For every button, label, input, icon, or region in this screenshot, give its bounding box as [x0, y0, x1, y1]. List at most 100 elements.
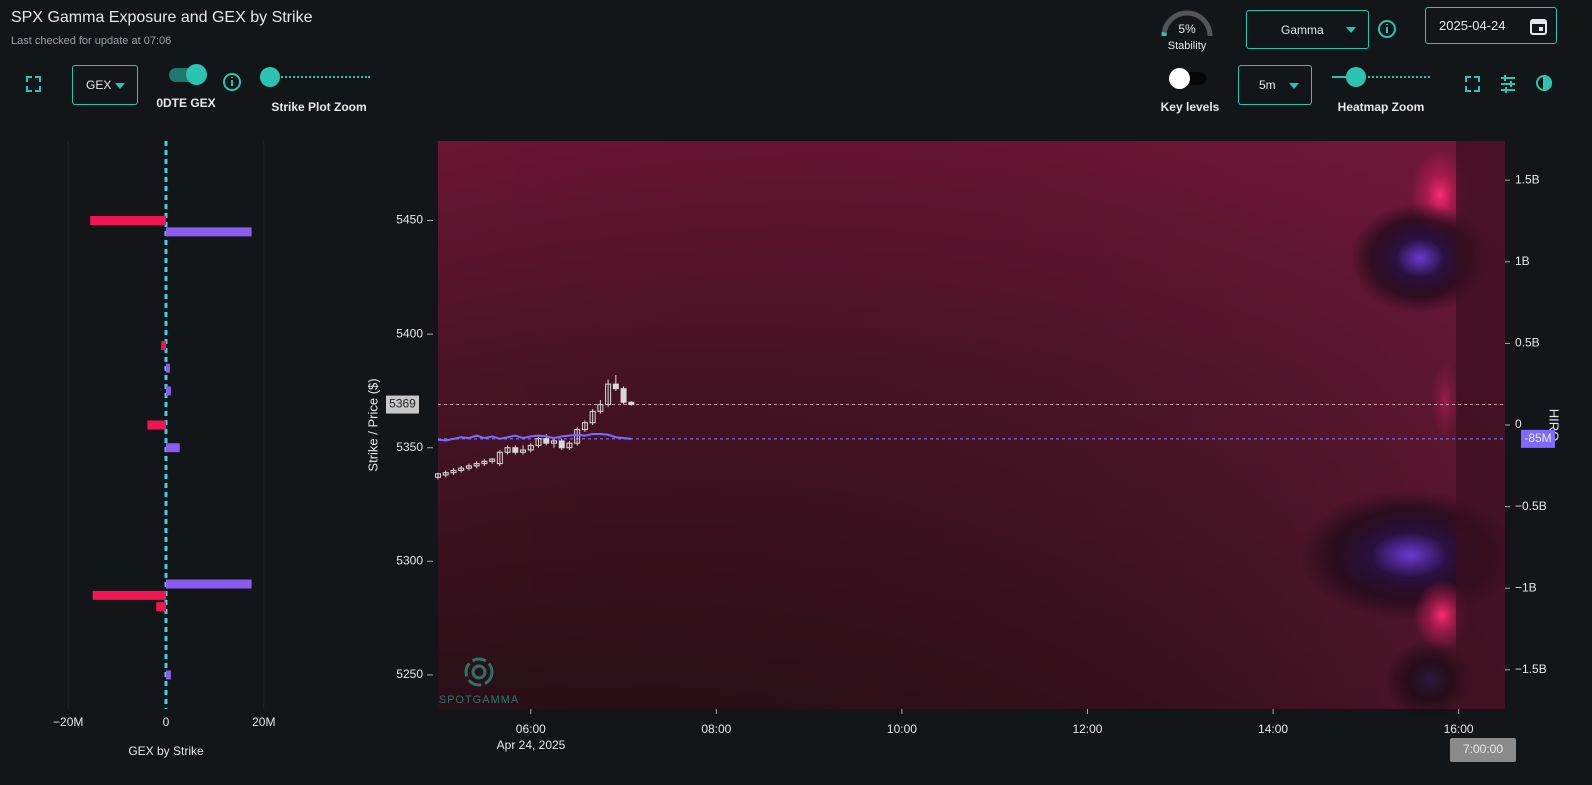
- contrast-fill: [1543, 74, 1552, 92]
- info-icon[interactable]: [1378, 20, 1396, 38]
- heat-blob: [1385, 640, 1475, 720]
- candle-body: [535, 438, 542, 446]
- date-value: 2025-04-24: [1439, 18, 1506, 33]
- heat-blob: [1431, 360, 1459, 440]
- x-tick-label: 0: [163, 715, 170, 729]
- settings-icon[interactable]: [1501, 75, 1515, 93]
- gex-bar: [156, 602, 166, 612]
- x-tick-label: 10:00: [887, 722, 917, 736]
- gex-select[interactable]: GEX: [72, 65, 138, 105]
- y2-tick-label: 1B: [1515, 254, 1530, 268]
- arrow: [115, 83, 125, 89]
- candle-body: [527, 444, 534, 451]
- candle-body: [574, 429, 581, 444]
- candle-body: [504, 447, 511, 453]
- candle-body: [435, 473, 441, 478]
- y2-tick-label: −0.5B: [1515, 499, 1547, 513]
- candle-body: [628, 401, 635, 406]
- hiro-level-box: [1521, 429, 1555, 448]
- candle-body: [558, 440, 565, 449]
- heatmap-zoom-fill: [1332, 76, 1356, 78]
- key-levels-label: Key levels: [1160, 100, 1220, 114]
- y2-tick-label: 0.5B: [1515, 336, 1540, 350]
- metric-select[interactable]: Gamma: [1246, 10, 1369, 49]
- candle-body: [612, 383, 619, 390]
- heatmap-shade: [438, 141, 1505, 709]
- x-tick-label: 16:00: [1444, 722, 1474, 736]
- gex-bar: [166, 579, 252, 589]
- candle-body: [589, 410, 596, 424]
- hiro-line: [437, 432, 632, 442]
- gex-bar: [166, 227, 252, 237]
- x-tick-label: 20M: [252, 715, 275, 729]
- gex-bar: [92, 590, 166, 600]
- gauge-track: [1161, 10, 1213, 37]
- candle-body: [442, 472, 449, 476]
- candle-body: [581, 422, 588, 431]
- candle-body: [489, 458, 496, 462]
- strike-zoom-knob[interactable]: [260, 67, 280, 87]
- gex-bar: [147, 420, 166, 430]
- y-tick-label: 5350: [396, 440, 423, 454]
- strike-zoom-label: Strike Plot Zoom: [271, 100, 367, 114]
- dropdown-arrow: [115, 83, 125, 89]
- y2-tick-label: −1B: [1515, 580, 1537, 594]
- candle-body: [597, 404, 604, 412]
- logo-ring: [464, 657, 494, 687]
- gex-bar: [166, 670, 171, 680]
- stability-caption: Stability: [1167, 40, 1207, 52]
- y-axis-title: Strike / Price ($): [365, 378, 380, 471]
- candle-body: [620, 388, 627, 403]
- candle-body: [481, 460, 488, 465]
- candle-body: [512, 447, 519, 453]
- y2-tick-label: 1.5B: [1515, 172, 1540, 186]
- hiro-level-label: -85M: [1524, 431, 1551, 445]
- expand-icon[interactable]: [26, 76, 41, 92]
- heatmap-zoom-knob[interactable]: [1346, 67, 1366, 87]
- info-icon[interactable]: [223, 73, 241, 91]
- y-tick-label: 5300: [396, 553, 423, 567]
- subtitle: Last checked for update at 07:06: [11, 35, 172, 47]
- heatmap: [438, 141, 1520, 720]
- price-level-label: 5369: [389, 397, 416, 411]
- expand-icon[interactable]: [1465, 76, 1480, 92]
- gex-bar: [90, 216, 166, 226]
- interval-select[interactable]: 5m: [1238, 65, 1312, 105]
- icons: [26, 20, 1552, 93]
- gex-bar: [166, 386, 171, 396]
- date-label: Apr 24, 2025: [497, 738, 566, 752]
- stability-value: 5%: [1178, 22, 1196, 36]
- metric-select-value: Gamma: [1281, 22, 1324, 37]
- arrow: [1346, 27, 1356, 33]
- dropdown-arrow: [1346, 27, 1356, 33]
- gex-bar: [161, 340, 166, 350]
- cal-top: [1531, 20, 1546, 24]
- cal-day: [1539, 27, 1543, 31]
- x-tick-label: −20M: [53, 715, 83, 729]
- heatmap-zoom-track[interactable]: [1332, 76, 1430, 78]
- x-tick-label: 06:00: [516, 722, 546, 736]
- heatmap-zoom-label: Heatmap Zoom: [1337, 100, 1425, 114]
- gex-select-value: GEX: [86, 78, 112, 92]
- date-input[interactable]: 2025-04-24: [1425, 7, 1557, 44]
- candle-body: [605, 383, 612, 406]
- candle-body: [458, 467, 465, 471]
- calendar-icon[interactable]: [1530, 17, 1547, 35]
- logo: SPOTGAMMA: [439, 657, 518, 706]
- strike-zoom-track[interactable]: [270, 76, 370, 78]
- key-levels-knob: [1169, 68, 1190, 89]
- candle-body: [550, 440, 557, 444]
- gex-bar: [166, 363, 170, 373]
- x-axis-title: GEX by Strike: [128, 744, 204, 758]
- candle-body: [473, 463, 480, 467]
- interval-value: 5m: [1259, 78, 1276, 92]
- logo-core: [471, 664, 487, 680]
- x-tick-label: 08:00: [701, 722, 731, 736]
- cursor-label: 7:00:00: [1463, 742, 1503, 756]
- candle-body: [543, 438, 550, 444]
- candle-body: [520, 449, 527, 453]
- heatmap-edge: [1456, 141, 1505, 709]
- arrow: [1289, 83, 1299, 89]
